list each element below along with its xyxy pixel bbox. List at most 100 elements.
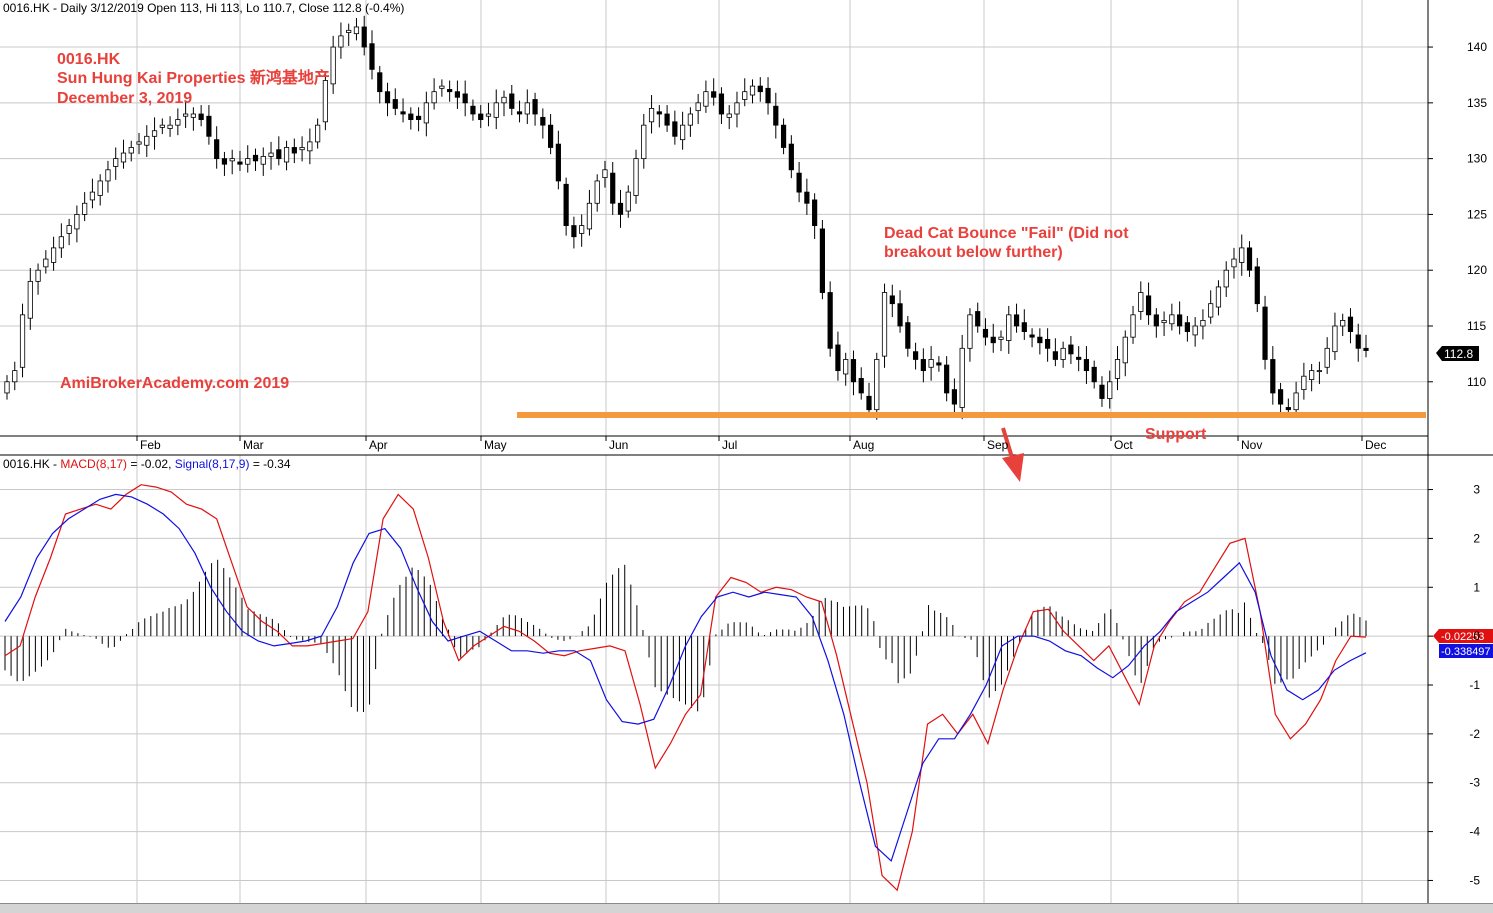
candle: [742, 78, 748, 107]
candle-body: [804, 191, 810, 204]
month-label: Jun: [609, 438, 628, 452]
price-panel-title: 0016.HK - Daily 3/12/2019 Open 113, Hi 1…: [3, 1, 404, 15]
candle: [1060, 341, 1066, 368]
candle-body: [757, 85, 763, 93]
candle: [1363, 334, 1369, 358]
candle-body: [1060, 347, 1066, 360]
month-label: Nov: [1241, 438, 1262, 452]
candle: [431, 78, 437, 110]
candle: [571, 216, 577, 249]
candle-body: [944, 364, 950, 394]
candle: [1161, 311, 1167, 337]
candle: [516, 100, 523, 123]
candle-body: [780, 124, 787, 148]
candle: [586, 189, 593, 236]
month-label: Apr: [369, 438, 388, 452]
candle-body: [610, 172, 616, 204]
candle-body: [1083, 359, 1090, 372]
macd-tick-label: 2: [1473, 531, 1480, 545]
candle-body: [912, 351, 919, 360]
candle: [283, 140, 290, 171]
candle-body: [183, 113, 189, 117]
candle-body: [959, 347, 965, 408]
candle-body: [151, 130, 158, 137]
candle-body: [260, 155, 266, 165]
candle: [322, 71, 328, 131]
candle-body: [19, 314, 26, 368]
candle: [1099, 376, 1105, 407]
candle-body: [516, 111, 523, 115]
candle: [19, 303, 26, 378]
candle-body: [648, 108, 655, 123]
candle: [1114, 346, 1121, 391]
candle: [330, 35, 336, 94]
candle-body: [237, 161, 243, 165]
candle-body: [555, 143, 561, 182]
candle-body: [656, 111, 662, 115]
annotation-dead-cat-line1: Dead Cat Bounce "Fail" (Did not: [884, 225, 1129, 242]
candle: [400, 98, 406, 123]
candle: [881, 283, 888, 368]
candle-body: [874, 359, 880, 411]
candle: [641, 114, 647, 169]
macd-tick-label: 1: [1473, 580, 1480, 594]
candle: [1270, 346, 1276, 405]
candle-body: [975, 311, 981, 327]
candle: [804, 178, 810, 215]
candle-body: [897, 303, 903, 327]
candle-body: [594, 180, 600, 204]
candle-body: [198, 113, 204, 120]
candle-body: [501, 96, 507, 104]
annotation-company: Sun Hung Kai Properties 新鸿基地产: [57, 68, 330, 87]
candle: [812, 193, 818, 239]
candle: [307, 128, 313, 165]
candle: [1324, 337, 1330, 374]
candle: [757, 77, 763, 102]
candle-body: [206, 115, 212, 137]
candle: [1021, 309, 1027, 340]
macd-tick-label: -5: [1469, 873, 1480, 887]
candle-body: [1021, 322, 1027, 332]
candle: [206, 105, 212, 145]
candle: [1208, 290, 1214, 324]
candle-body: [485, 113, 492, 117]
candle-body: [1332, 325, 1338, 353]
candle-body: [967, 314, 973, 349]
candle: [237, 150, 243, 171]
candle: [664, 105, 670, 132]
candle-body: [1138, 292, 1144, 312]
candle-body: [27, 280, 33, 319]
candle: [532, 92, 538, 126]
candle: [470, 99, 476, 121]
sheet-tab-bar[interactable]: [0, 903, 1493, 913]
candle: [1184, 315, 1190, 342]
month-label: Oct: [1114, 438, 1133, 452]
candle-body: [695, 102, 701, 112]
candle: [1246, 241, 1253, 277]
candle-body: [1037, 336, 1043, 344]
candle: [478, 105, 484, 128]
candle-body: [936, 362, 942, 366]
candle: [1045, 328, 1051, 362]
candle-body: [105, 169, 111, 182]
candle: [835, 331, 841, 381]
candle: [944, 356, 950, 402]
candle: [680, 111, 686, 150]
macd-grid: [0, 455, 1428, 903]
candle: [128, 140, 134, 162]
annotation-support: Support: [1145, 426, 1207, 443]
annotation-date: December 3, 2019: [57, 90, 192, 107]
candle: [346, 23, 352, 46]
svg-text:-0.338497: -0.338497: [1441, 646, 1491, 658]
candle-body: [454, 91, 461, 98]
svg-text:112.8: 112.8: [1444, 347, 1473, 361]
candle-body: [58, 236, 64, 249]
candle: [850, 350, 857, 396]
candle-body: [1293, 392, 1299, 411]
candle: [1340, 313, 1346, 337]
candle: [912, 342, 919, 370]
candle: [711, 78, 717, 106]
candle: [447, 80, 453, 102]
candle-body: [66, 225, 72, 234]
